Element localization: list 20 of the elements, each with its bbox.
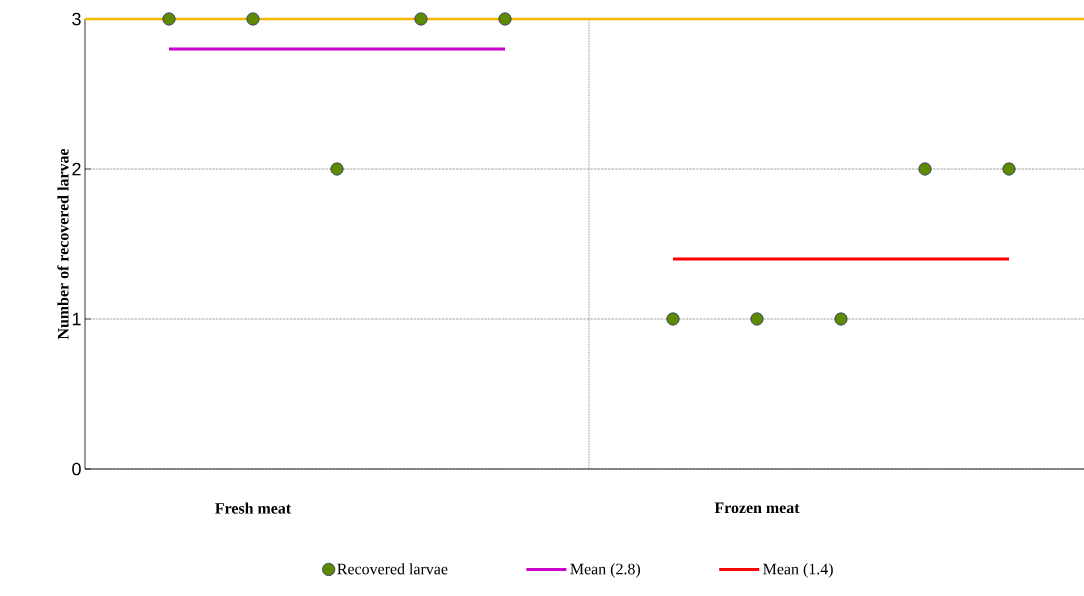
legend-label: Mean (1.4) bbox=[763, 563, 833, 578]
legend-label: Recovered larvae bbox=[337, 563, 448, 575]
y-tick-label: 1 bbox=[72, 312, 81, 326]
point bbox=[246, 12, 260, 26]
x-tick-label: Fresh meat bbox=[215, 502, 292, 514]
point bbox=[666, 312, 680, 326]
y-axis-title: Number of recovered larvae bbox=[57, 148, 69, 340]
y-tick-label: 0 bbox=[72, 462, 81, 476]
point bbox=[834, 312, 848, 326]
point bbox=[1002, 162, 1016, 176]
point bbox=[750, 312, 764, 326]
point bbox=[918, 162, 932, 176]
legend-label: Mean (2.8) bbox=[570, 563, 641, 578]
point bbox=[162, 12, 176, 26]
y-tick-label: 3 bbox=[72, 12, 81, 26]
y-tick-label: 2 bbox=[72, 162, 81, 176]
point bbox=[498, 12, 512, 26]
point bbox=[330, 162, 344, 176]
point bbox=[414, 12, 428, 26]
x-tick-label: Frozen meat bbox=[714, 502, 800, 514]
